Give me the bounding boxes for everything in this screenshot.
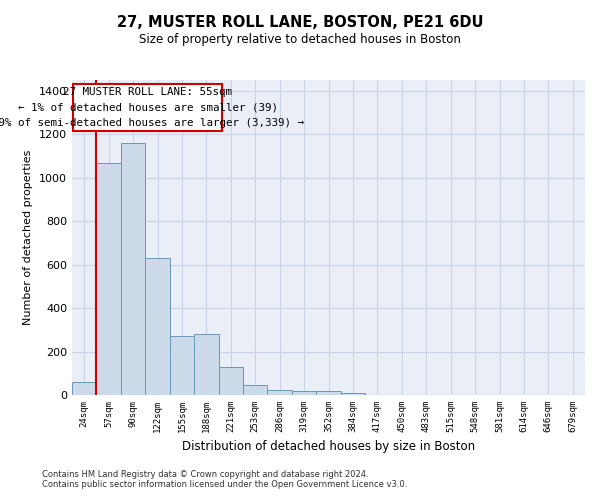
Bar [145,258,170,395]
Bar [316,390,341,395]
Text: 27, MUSTER ROLL LANE, BOSTON, PE21 6DU: 27, MUSTER ROLL LANE, BOSTON, PE21 6DU [117,15,483,30]
Text: 27 MUSTER ROLL LANE: 55sqm
← 1% of detached houses are smaller (39)
99% of semi-: 27 MUSTER ROLL LANE: 55sqm ← 1% of detac… [0,87,304,128]
Bar [72,382,97,395]
Bar [292,390,316,395]
Bar [341,393,365,395]
Text: Contains HM Land Registry data © Crown copyright and database right 2024.
Contai: Contains HM Land Registry data © Crown c… [42,470,407,489]
Bar [170,336,194,395]
Y-axis label: Number of detached properties: Number of detached properties [23,150,34,325]
Bar [97,162,121,395]
X-axis label: Distribution of detached houses by size in Boston: Distribution of detached houses by size … [182,440,475,454]
Bar [243,385,268,395]
Bar [194,334,218,395]
Bar [73,84,222,131]
Bar [121,143,145,395]
Bar [218,367,243,395]
Bar [268,390,292,395]
Text: Size of property relative to detached houses in Boston: Size of property relative to detached ho… [139,32,461,46]
